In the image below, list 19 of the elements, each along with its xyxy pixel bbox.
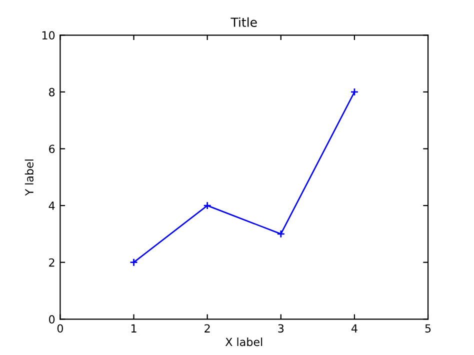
y-tick-label: 2: [49, 258, 54, 267]
x-tick-label: 3: [278, 324, 284, 333]
x-tick-label: 0: [57, 324, 63, 333]
y-tick-label: 8: [49, 88, 55, 96]
x-tick-label: 1: [131, 324, 136, 332]
x-axis-title: X label: [225, 338, 262, 346]
x-tick-label: 2: [204, 324, 210, 332]
chart-title: Title: [230, 17, 257, 27]
y-tick-label: 6: [49, 144, 55, 154]
x-tick-label: 4: [351, 324, 358, 332]
y-tick-label: 4: [48, 202, 55, 210]
y-axis-title: Y label: [24, 160, 34, 196]
point: [276, 230, 286, 238]
y-tick-label: 0: [49, 315, 55, 324]
x-tick-label: 5: [425, 324, 431, 333]
point: [203, 201, 212, 210]
point: [350, 88, 359, 96]
point: [130, 258, 138, 267]
y-tick-label: 10: [42, 31, 55, 40]
